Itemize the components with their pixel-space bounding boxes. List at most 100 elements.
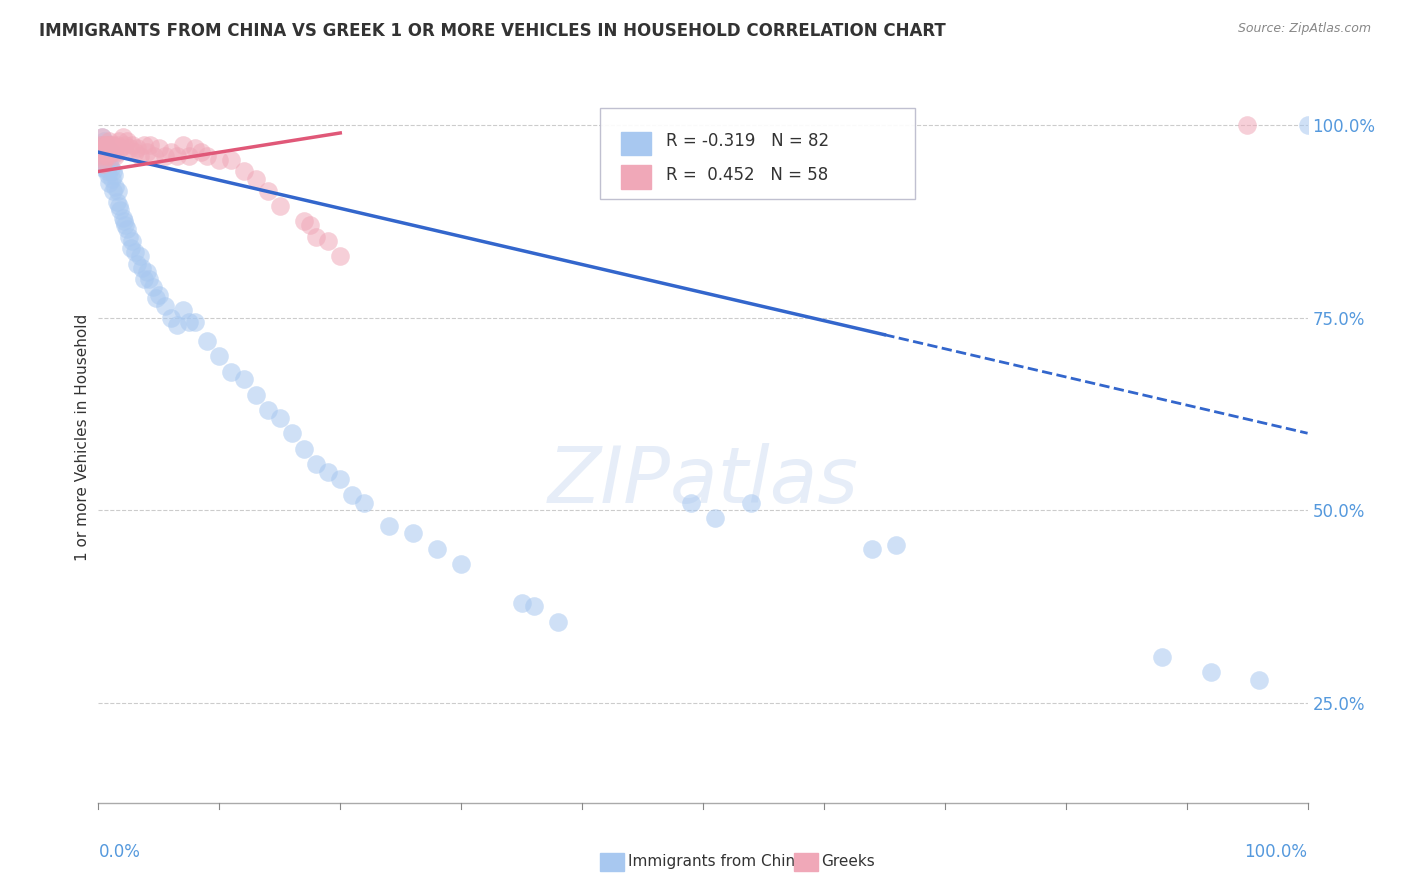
Point	[179, 149, 201, 163]
Point	[134, 272, 156, 286]
Point	[256, 403, 278, 417]
Point	[139, 137, 162, 152]
Text: IMMIGRANTS FROM CHINA VS GREEK 1 OR MORE VEHICLES IN HOUSEHOLD CORRELATION CHART: IMMIGRANTS FROM CHINA VS GREEK 1 OR MORE…	[39, 22, 946, 40]
Point	[299, 219, 322, 233]
Text: 0.0%: 0.0%	[98, 843, 141, 861]
Point	[114, 137, 136, 152]
Point	[98, 137, 121, 152]
Point	[190, 145, 212, 160]
Point	[184, 315, 207, 329]
Point	[377, 518, 399, 533]
Point	[94, 161, 117, 175]
Point	[108, 199, 131, 213]
Point	[124, 245, 146, 260]
Point	[134, 137, 156, 152]
Point	[145, 292, 167, 306]
Point	[117, 222, 139, 236]
Point	[94, 149, 117, 163]
Point	[96, 145, 118, 160]
Point	[342, 488, 364, 502]
Point	[128, 249, 150, 263]
Point	[94, 137, 117, 152]
Point	[160, 310, 183, 325]
Point	[100, 161, 122, 175]
Point	[97, 149, 120, 163]
Point	[97, 149, 120, 163]
Point	[93, 153, 115, 167]
Point	[104, 179, 127, 194]
Point	[523, 599, 546, 614]
Point	[91, 137, 114, 152]
Point	[96, 137, 118, 152]
Point	[172, 303, 194, 318]
Point	[121, 137, 143, 152]
Point	[98, 134, 121, 148]
Point	[184, 141, 207, 155]
Point	[316, 465, 339, 479]
Text: R = -0.319   N = 82: R = -0.319 N = 82	[665, 132, 828, 150]
Point	[232, 372, 254, 386]
Point	[118, 141, 141, 155]
Point	[91, 129, 114, 144]
Point	[292, 214, 315, 228]
Point	[96, 145, 118, 160]
Text: Immigrants from China: Immigrants from China	[628, 854, 804, 869]
Point	[135, 145, 157, 160]
Point	[143, 149, 166, 163]
Text: Source: ZipAtlas.com: Source: ZipAtlas.com	[1237, 22, 1371, 36]
Point	[127, 141, 149, 155]
Text: Greeks: Greeks	[821, 854, 876, 869]
Point	[91, 145, 114, 160]
Point	[124, 145, 146, 160]
Point	[179, 315, 201, 329]
Point	[91, 145, 114, 160]
FancyBboxPatch shape	[600, 108, 915, 200]
Point	[221, 153, 243, 167]
Point	[90, 137, 112, 152]
Point	[100, 145, 122, 160]
Point	[245, 388, 267, 402]
Point	[547, 615, 569, 629]
Point	[305, 230, 328, 244]
Point	[245, 172, 267, 186]
Point	[172, 137, 194, 152]
Point	[1236, 118, 1258, 132]
Point	[108, 134, 131, 148]
Y-axis label: 1 or more Vehicles in Household: 1 or more Vehicles in Household	[75, 313, 90, 561]
Point	[100, 172, 122, 186]
Point	[1249, 673, 1271, 687]
Text: R =  0.452   N = 58: R = 0.452 N = 58	[665, 166, 828, 184]
Point	[195, 334, 218, 348]
Point	[90, 141, 112, 155]
Point	[305, 457, 328, 471]
Point	[329, 472, 352, 486]
Point	[402, 526, 425, 541]
Point	[105, 137, 128, 152]
Point	[89, 149, 111, 163]
Point	[104, 149, 127, 163]
Point	[128, 149, 150, 163]
Text: 100.0%: 100.0%	[1244, 843, 1308, 861]
Point	[117, 134, 139, 148]
Point	[90, 149, 112, 163]
Point	[118, 230, 141, 244]
Point	[121, 234, 143, 248]
Point	[101, 184, 124, 198]
Point	[111, 211, 134, 225]
Point	[353, 495, 375, 509]
Point	[160, 145, 183, 160]
Point	[1296, 118, 1319, 132]
Point	[292, 442, 315, 456]
Point	[97, 169, 120, 183]
Point	[111, 129, 134, 144]
Point	[195, 149, 218, 163]
Point	[91, 129, 114, 144]
Point	[100, 145, 122, 160]
Point	[108, 202, 131, 217]
Point	[135, 264, 157, 278]
Point	[93, 134, 115, 148]
Point	[96, 164, 118, 178]
Point	[860, 541, 883, 556]
Point	[269, 199, 291, 213]
Point	[256, 184, 278, 198]
